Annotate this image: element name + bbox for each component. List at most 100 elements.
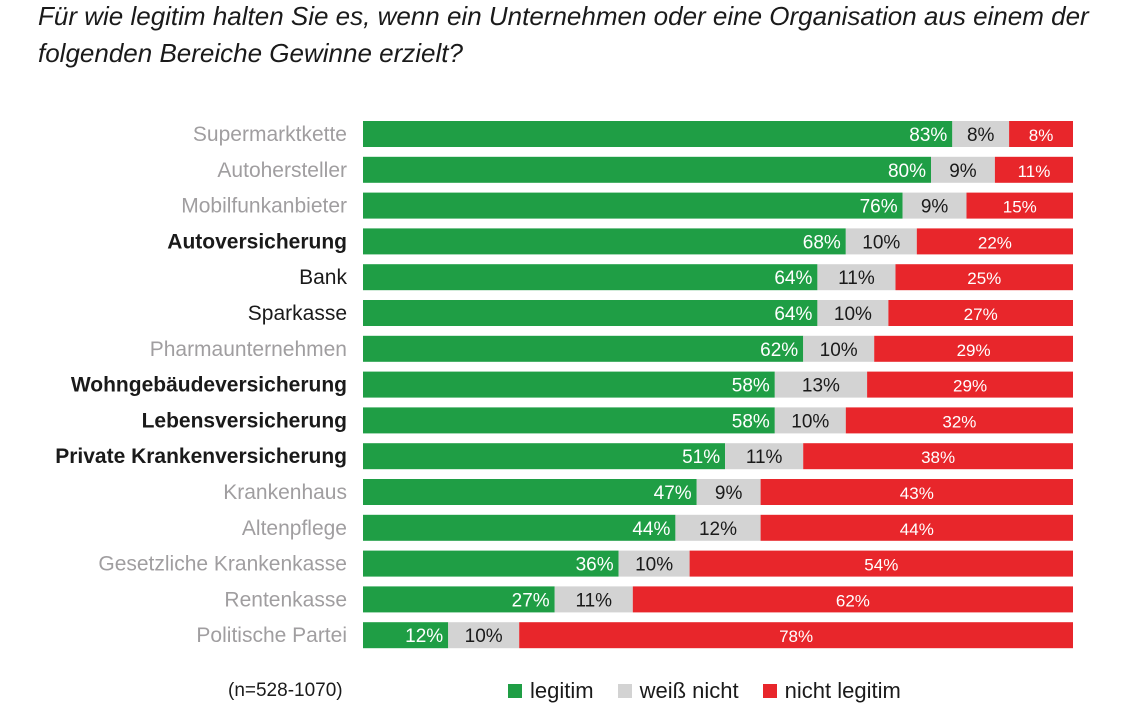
bar-segment-nicht-legitim — [845, 407, 1073, 434]
data-label-nicht-legitim: 54% — [864, 556, 898, 575]
bar-segment-weiss-nicht — [618, 550, 690, 577]
legend-label-weiss-nicht: weiß nicht — [639, 678, 739, 703]
bar-segment-legitim — [363, 514, 676, 541]
bar-segment-weiss-nicht — [902, 192, 967, 219]
bar-segment-weiss-nicht — [774, 407, 846, 434]
data-label-weiss-nicht: 8% — [967, 125, 995, 146]
data-label-weiss-nicht: 12% — [699, 519, 737, 540]
category-label: Lebensversicherung — [142, 409, 347, 432]
data-label-nicht-legitim: 22% — [978, 233, 1012, 252]
bar-segment-legitim — [363, 443, 726, 470]
bar-segment-weiss-nicht — [448, 622, 520, 649]
data-label-legitim: 27% — [512, 590, 550, 611]
sample-size-note: (n=528-1070) — [228, 680, 343, 701]
bar-segment-legitim — [363, 550, 619, 577]
bar-segment-weiss-nicht — [952, 121, 1010, 147]
bar-segment-nicht-legitim — [519, 622, 1073, 649]
data-label-nicht-legitim: 44% — [900, 520, 934, 539]
category-label: Krankenhaus — [223, 481, 347, 504]
data-label-legitim: 47% — [654, 483, 692, 504]
data-label-legitim: 83% — [909, 125, 947, 146]
data-label-weiss-nicht: 10% — [834, 304, 872, 325]
data-label-legitim: 68% — [803, 232, 841, 253]
bar-segment-weiss-nicht — [725, 443, 804, 470]
bar-segment-weiss-nicht — [931, 156, 995, 183]
category-label: Supermarktkette — [193, 123, 347, 146]
data-label-legitim: 12% — [405, 626, 443, 647]
data-label-weiss-nicht: 9% — [715, 483, 743, 504]
bar-segment-weiss-nicht — [817, 300, 889, 326]
data-label-legitim: 36% — [576, 555, 614, 576]
bar-segment-legitim — [363, 371, 775, 398]
bar-segment-legitim — [363, 479, 697, 505]
bar-segment-legitim — [363, 264, 818, 291]
data-label-weiss-nicht: 10% — [820, 340, 858, 361]
data-label-weiss-nicht: 9% — [921, 197, 949, 218]
data-label-nicht-legitim: 25% — [967, 269, 1001, 288]
data-label-legitim: 44% — [632, 519, 670, 540]
data-label-nicht-legitim: 27% — [964, 305, 998, 324]
category-label: Politische Partei — [196, 624, 347, 647]
bar-segment-legitim — [363, 586, 555, 613]
bar-segment-weiss-nicht — [817, 264, 896, 291]
data-label-weiss-nicht: 11% — [746, 447, 783, 468]
data-label-nicht-legitim: 32% — [942, 412, 976, 431]
category-label: Gesetzliche Krankenkasse — [98, 553, 347, 576]
bar-segment-weiss-nicht — [774, 371, 868, 398]
legend-item-nicht-legitim: nicht legitim — [762, 678, 901, 704]
bar-segment-nicht-legitim — [632, 586, 1073, 613]
data-label-legitim: 80% — [888, 161, 926, 182]
bar-segment-legitim — [363, 622, 449, 649]
bar-segment-nicht-legitim — [874, 335, 1073, 362]
data-label-legitim: 58% — [732, 376, 770, 397]
data-label-legitim: 58% — [732, 411, 770, 432]
category-label: Wohngebäudeversicherung — [71, 374, 347, 397]
bar-segment-nicht-legitim — [888, 300, 1073, 326]
bar-segment-weiss-nicht — [675, 514, 761, 541]
data-label-nicht-legitim: 29% — [953, 377, 987, 396]
bar-segment-weiss-nicht — [803, 335, 875, 362]
bar-segment-legitim — [363, 156, 931, 183]
category-label: Altenpflege — [242, 517, 347, 540]
data-label-nicht-legitim: 29% — [957, 341, 991, 360]
category-label: Mobilfunkanbieter — [181, 195, 347, 218]
category-label: Autoversicherung — [167, 230, 347, 253]
data-label-legitim: 64% — [774, 268, 812, 289]
data-label-weiss-nicht: 10% — [862, 232, 900, 253]
category-label: Sparkasse — [248, 302, 347, 325]
legend-swatch-nicht-legitim — [762, 684, 777, 698]
data-label-legitim: 62% — [760, 340, 798, 361]
legend-item-legitim: legitim — [508, 678, 594, 704]
legend-swatch-legitim — [508, 684, 522, 698]
bar-segment-legitim — [363, 192, 903, 219]
data-label-weiss-nicht: 10% — [635, 555, 673, 576]
bar-segment-legitim — [363, 228, 846, 255]
data-label-nicht-legitim: 15% — [1003, 198, 1037, 217]
category-label: Pharmaunternehmen — [150, 338, 347, 361]
data-label-nicht-legitim: 8% — [1029, 126, 1054, 145]
bar-segment-nicht-legitim — [895, 264, 1073, 291]
data-label-nicht-legitim: 43% — [900, 484, 934, 503]
bar-segment-nicht-legitim — [1009, 121, 1073, 147]
legend-item-weiss-nicht: weiß nicht — [617, 678, 739, 704]
category-label: Private Krankenversicherung — [55, 445, 347, 468]
data-label-weiss-nicht: 11% — [838, 268, 875, 289]
bar-segment-nicht-legitim — [994, 156, 1073, 183]
data-label-legitim: 76% — [860, 197, 898, 218]
bar-segment-weiss-nicht — [554, 586, 633, 613]
chart-title: Für wie legitim halten Sie es, wenn ein … — [38, 1, 1089, 68]
data-label-weiss-nicht: 11% — [575, 590, 612, 611]
bar-segment-nicht-legitim — [760, 514, 1073, 541]
bar-segment-weiss-nicht — [845, 228, 917, 255]
legend-swatch-weiss-nicht — [617, 684, 632, 698]
legend-label-legitim: legitim — [530, 678, 594, 703]
data-label-weiss-nicht: 10% — [791, 411, 829, 432]
bar-segment-weiss-nicht — [696, 479, 761, 505]
category-label: Bank — [299, 266, 347, 289]
bar-segment-legitim — [363, 335, 804, 362]
data-label-nicht-legitim: 62% — [836, 591, 870, 610]
data-label-nicht-legitim: 11% — [1018, 162, 1051, 181]
data-label-weiss-nicht: 10% — [465, 626, 503, 647]
bar-segment-nicht-legitim — [966, 192, 1073, 219]
